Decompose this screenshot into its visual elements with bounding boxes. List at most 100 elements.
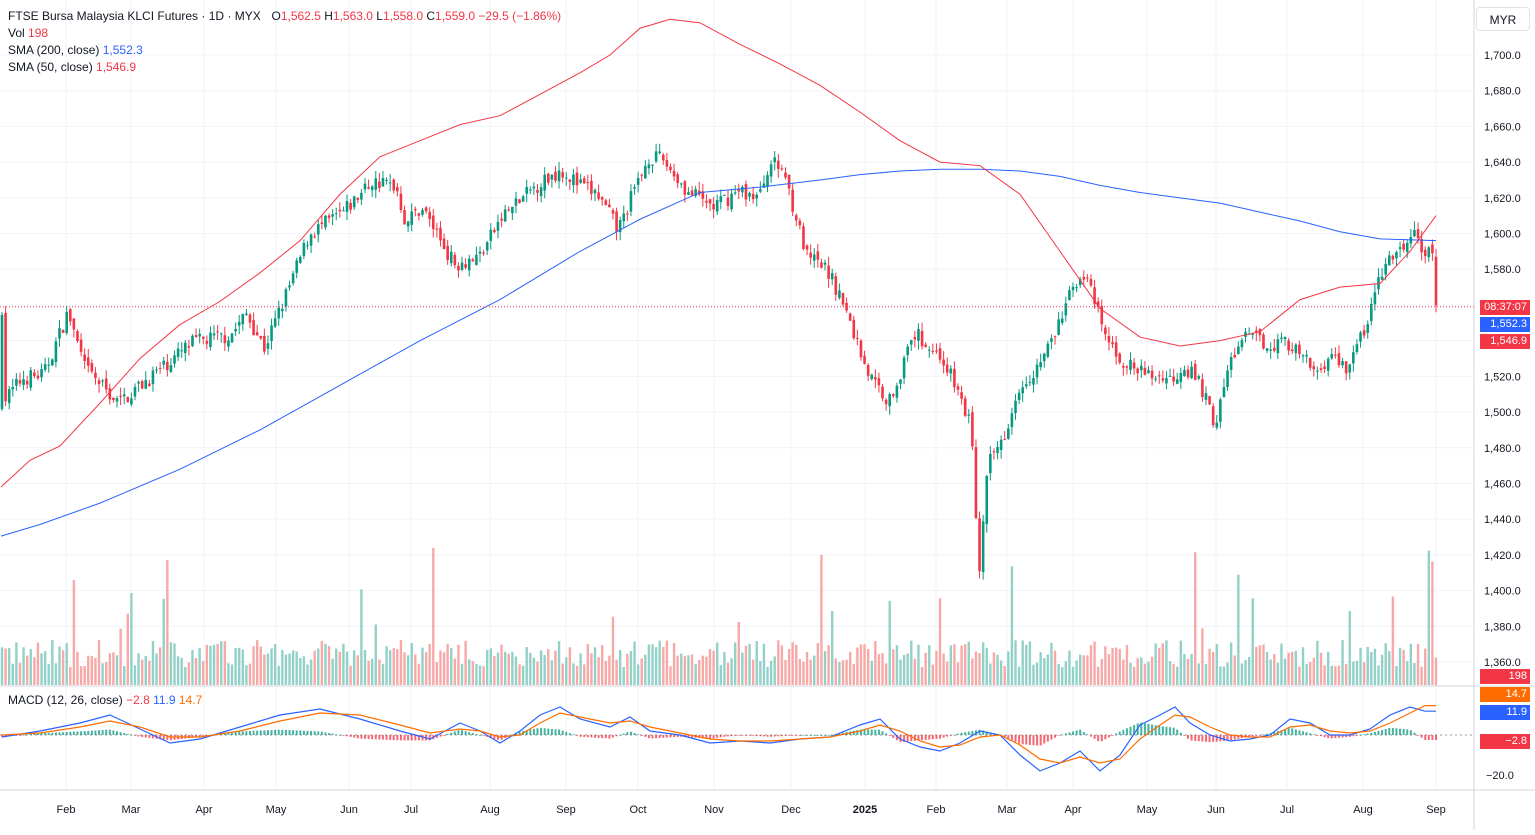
- price-tick-label: 1,480.0: [1484, 443, 1521, 455]
- macd-hist-bar: [281, 729, 284, 735]
- volume-bar: [263, 654, 266, 685]
- volume-bar: [712, 650, 715, 685]
- volume-bar: [963, 644, 967, 685]
- volume-bar: [309, 659, 313, 685]
- volume-bar: [874, 641, 877, 685]
- macd-hist-bar: [54, 732, 57, 735]
- volume-bars: [0, 547, 1438, 685]
- candle-body: [1007, 428, 1010, 439]
- candle-body: [705, 200, 708, 203]
- candle-body: [960, 392, 963, 399]
- macd-hist-bar: [22, 734, 25, 736]
- volume-bar: [1427, 550, 1431, 685]
- candle-body: [507, 209, 511, 211]
- macd-hist-bar: [159, 735, 162, 740]
- macd-hist-bar: [1262, 734, 1265, 736]
- candle-body: [482, 252, 485, 254]
- macd-hist-bar: [622, 733, 625, 735]
- candle-body: [604, 200, 608, 206]
- volume-bar: [76, 651, 79, 685]
- volume-bar: [29, 649, 32, 685]
- volume-tag: 198: [1480, 669, 1530, 684]
- volume-bar: [823, 650, 827, 685]
- macd-hist-bar: [1151, 724, 1154, 735]
- candle-body: [1157, 375, 1161, 377]
- macd-hist-bar: [626, 732, 629, 735]
- macd-hist-bar: [130, 734, 133, 736]
- candle-body: [180, 350, 183, 352]
- macd-hist-bar: [342, 735, 345, 736]
- candle-body: [1032, 378, 1035, 385]
- macd-hist-bar: [1201, 735, 1204, 742]
- candle-body: [1107, 336, 1111, 343]
- macd-hist-bar: [144, 735, 147, 738]
- candle-body: [996, 446, 999, 454]
- volume-bar: [1370, 651, 1373, 685]
- candle-body: [72, 318, 76, 330]
- volume-bar: [507, 653, 510, 685]
- candle-body: [1139, 365, 1143, 371]
- candle-body: [367, 187, 370, 189]
- volume-bar: [737, 621, 740, 685]
- macd-legend[interactable]: MACD (12, 26, close) −2.8 11.9 14.7: [8, 692, 202, 709]
- macd-hist-bar: [1025, 735, 1028, 745]
- volume-bar: [629, 651, 633, 685]
- macd-hist-bar: [705, 735, 708, 739]
- volume-bar: [1057, 664, 1060, 685]
- volume-bar: [1287, 652, 1290, 685]
- candle-body: [971, 412, 974, 447]
- sma200-legend[interactable]: SMA (200, close) 1,552.3: [8, 42, 143, 59]
- macd-hist-bar: [1330, 735, 1333, 739]
- macd-hist-bar: [1104, 735, 1107, 740]
- currency-button[interactable]: MYR: [1476, 7, 1530, 31]
- volume-bar: [130, 592, 133, 685]
- macd-hist-bar: [651, 735, 654, 739]
- volume-bar: [1035, 662, 1039, 685]
- candle-body: [176, 348, 180, 358]
- volume-bar: [1032, 664, 1035, 685]
- candle-body: [1118, 353, 1122, 363]
- volume-bar: [363, 650, 367, 685]
- macd-hist-bar: [1046, 735, 1049, 742]
- macd-hist-bar: [1294, 729, 1297, 735]
- volume-bar: [166, 560, 169, 685]
- volume-bar: [43, 651, 47, 685]
- macd-hist-bar: [1068, 732, 1071, 735]
- macd-hist-bar: [119, 732, 122, 735]
- candle-body: [1071, 286, 1075, 291]
- candle-body: [277, 307, 281, 319]
- candle-body: [1233, 354, 1237, 358]
- candle-body: [1111, 342, 1114, 345]
- candle-body: [618, 219, 622, 233]
- volume-legend[interactable]: Vol 198: [8, 25, 48, 42]
- candle-body: [881, 386, 884, 399]
- candle-body: [841, 292, 845, 305]
- volume-bar: [924, 652, 927, 685]
- candle-body: [827, 265, 830, 279]
- macd-hist-bar: [1039, 735, 1042, 746]
- volume-bar: [662, 646, 665, 685]
- candle-body: [370, 186, 374, 191]
- macd-hist-bar: [1036, 735, 1039, 746]
- candle-body: [1179, 373, 1183, 382]
- symbol-legend[interactable]: FTSE Bursa Malaysia KLCI Futures · 1D · …: [8, 9, 562, 23]
- volume-bar: [1409, 643, 1413, 685]
- candle-body: [575, 172, 579, 186]
- candle-body: [40, 369, 43, 378]
- sma50-tag: 1,546.9: [1480, 334, 1530, 349]
- volume-bar: [946, 661, 949, 685]
- sma50-legend[interactable]: SMA (50, close) 1,546.9: [8, 59, 136, 76]
- macd-hist-bar: [1043, 735, 1046, 744]
- macd-hist-bar: [302, 730, 305, 735]
- macd-hist-bar: [338, 734, 341, 736]
- macd-hist-bar: [288, 730, 291, 735]
- macd-hist-bar: [744, 735, 747, 736]
- candle-body: [284, 289, 288, 307]
- macd-hist-bar: [1075, 730, 1078, 735]
- volume-bar: [353, 650, 356, 685]
- macd-hist-bar: [640, 735, 643, 736]
- candle-body: [68, 309, 72, 322]
- macd-hist-bar: [1287, 728, 1290, 735]
